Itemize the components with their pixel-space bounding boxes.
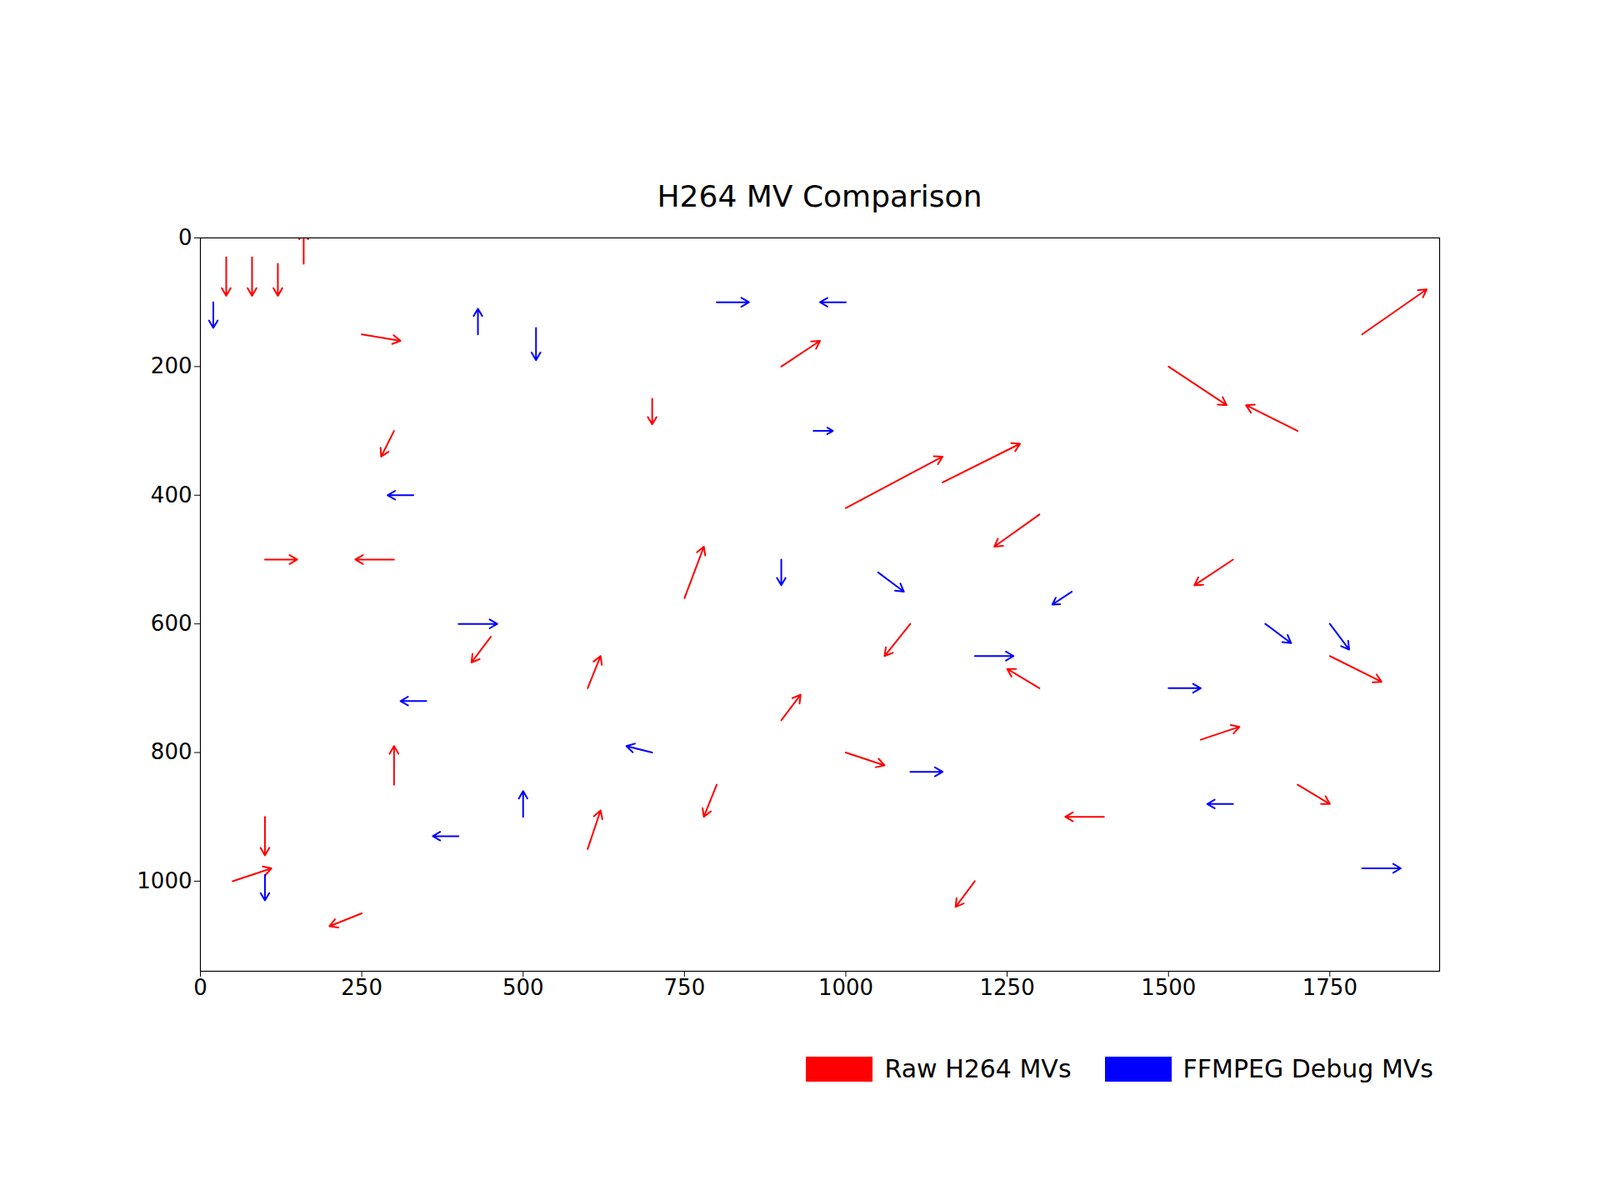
svg-text:1250: 1250 (980, 975, 1035, 1000)
svg-text:250: 250 (340, 975, 383, 1000)
svg-text:500: 500 (502, 975, 545, 1000)
svg-text:0: 0 (193, 975, 208, 1000)
svg-text:200: 200 (150, 353, 193, 379)
svg-text:1500: 1500 (1140, 975, 1196, 1000)
svg-text:1000: 1000 (818, 975, 874, 1000)
svg-text:750: 750 (664, 975, 706, 1000)
svg-text:1750: 1750 (1302, 975, 1358, 1000)
svg-text:400: 400 (150, 482, 193, 508)
svg-text:0: 0 (178, 225, 193, 250)
html-text:H264 MV Comparison: H264 MV Comparison (657, 179, 983, 214)
svg-text:800: 800 (150, 739, 193, 765)
svg-text:600: 600 (150, 610, 193, 636)
svg-text:1000: 1000 (136, 868, 192, 894)
html-text:Raw H264 MVs: Raw H264 MVs (884, 1054, 1072, 1084)
html-text:FFMPEG Debug MVs: FFMPEG Debug MVs (1182, 1054, 1434, 1084)
